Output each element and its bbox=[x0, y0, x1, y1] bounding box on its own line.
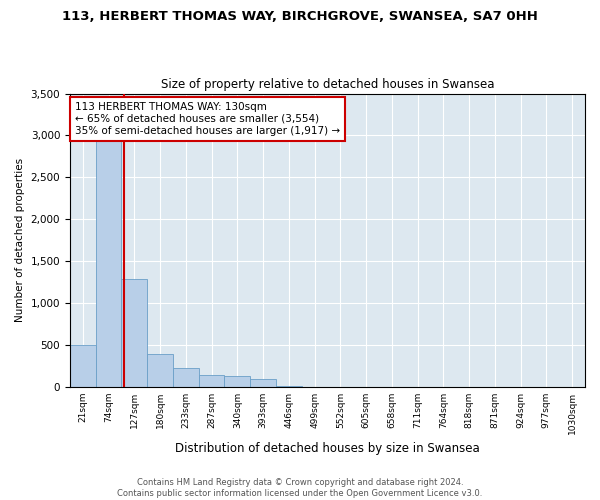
Y-axis label: Number of detached properties: Number of detached properties bbox=[15, 158, 25, 322]
Text: Contains HM Land Registry data © Crown copyright and database right 2024.
Contai: Contains HM Land Registry data © Crown c… bbox=[118, 478, 482, 498]
Bar bbox=[147, 354, 173, 386]
X-axis label: Distribution of detached houses by size in Swansea: Distribution of detached houses by size … bbox=[175, 442, 480, 455]
Text: 113, HERBERT THOMAS WAY, BIRCHGROVE, SWANSEA, SA7 0HH: 113, HERBERT THOMAS WAY, BIRCHGROVE, SWA… bbox=[62, 10, 538, 23]
Bar bbox=[250, 379, 276, 386]
Bar bbox=[70, 345, 95, 387]
Bar bbox=[224, 376, 250, 386]
Title: Size of property relative to detached houses in Swansea: Size of property relative to detached ho… bbox=[161, 78, 494, 91]
Bar bbox=[173, 368, 199, 386]
Bar bbox=[121, 280, 147, 386]
Bar bbox=[199, 375, 224, 386]
Text: 113 HERBERT THOMAS WAY: 130sqm
← 65% of detached houses are smaller (3,554)
35% : 113 HERBERT THOMAS WAY: 130sqm ← 65% of … bbox=[75, 102, 340, 136]
Bar bbox=[95, 110, 121, 386]
